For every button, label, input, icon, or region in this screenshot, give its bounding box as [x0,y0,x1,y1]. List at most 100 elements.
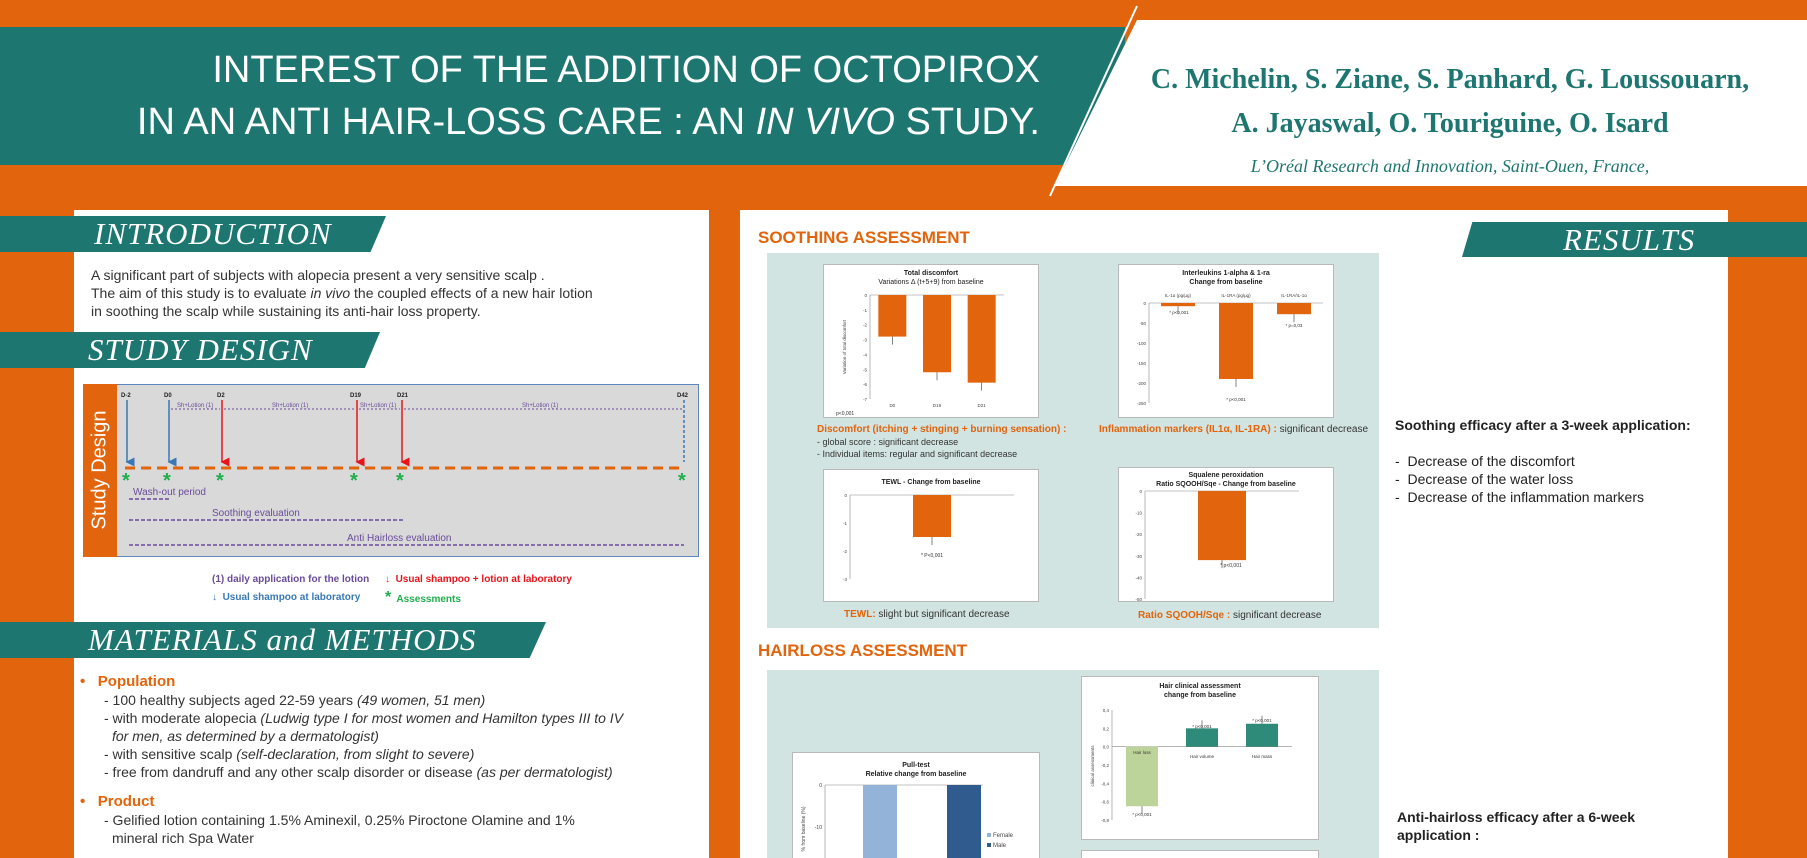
authors-panel [1055,20,1807,186]
p-value-note: * p<0,001 [1226,397,1246,402]
phase-label: Sh+Lotion (1) [177,403,213,409]
results-item: - Decrease of the water loss [1395,471,1574,487]
bar [1219,303,1253,379]
category-label: D21 [978,403,987,408]
category-label: IL-1RA (pg/µg) [1221,293,1251,298]
squalene-chart: Squalene peroxidation Ratio SQOOH/Sqe - … [1118,467,1334,602]
bar [923,295,951,373]
study-design-heading: STUDY DESIGN [88,332,313,367]
tick-label: 0 [1139,489,1142,494]
p-value-note: * p<0,001 [1252,718,1272,723]
bullet: • [80,793,86,810]
category-label: D19 [933,403,942,408]
p-value-note: * p<0,001 [1169,310,1189,315]
methods-heading: MATERIALS and METHODS [88,622,477,657]
assessment-marker: * [396,470,404,492]
day-label: D42 [677,393,689,399]
tick-label: -2 [863,323,867,328]
tick-label: 0 [1143,301,1146,306]
category-label: IL-1RA/IL-1α [1281,293,1307,298]
phase-label: Sh+Lotion (1) [272,403,308,409]
discomfort-caption: Discomfort (itching + stinging + burning… [817,424,1067,459]
tick-label: 0,4 [1103,708,1110,713]
study-design-legend: (1) daily application for the lotion ↓ U… [212,574,370,603]
tick-label: -1 [863,308,867,313]
squalene-plot: 0 -10 -20 -30 -40 -50 * p<0,001 [1135,489,1299,602]
results-soothing: Soothing efficacy after a 3-week applica… [1395,416,1691,506]
study-design-legend-2: ↓ Usual shampoo + lotion at laboratory *… [385,574,572,606]
tick-label: 0 [864,293,867,298]
blue-arrow-icon: ↓ [212,592,217,603]
soothing-brace [752,254,767,627]
tick-label: -6 [863,382,867,387]
bar [1161,303,1195,307]
tick-label: -40 [1135,575,1142,580]
bar [967,295,996,383]
tick-label: 0,0 [1103,745,1110,750]
header-divider [1049,5,1138,197]
tick-label: -20 [1135,532,1142,537]
washout-label: Wash-out period [133,487,206,498]
bar [1126,746,1158,807]
study-design-side-label: Study Design [88,410,111,530]
interleukins-caption: Inflammation markers (IL1α, IL-1RA) : si… [1099,424,1369,435]
pull-test-chart: Pull-test Relative change from baseline … [792,752,1040,858]
day-label: D0 [164,393,172,399]
antihairloss-eval-label: Anti Hairloss evaluation [347,533,452,544]
tick-label: 0,2 [1103,726,1110,731]
tick-label: -2 [843,549,847,554]
category-label: IL-1α (pg/µg) [1165,293,1191,298]
tick-label: -3 [843,577,847,582]
discomfort-plot: 0 -1 -2 -3 -4 -5 -6 -7 D0 D19 D21 Variation of tota… [836,293,1004,417]
study-design-side [83,384,117,557]
phase-label: Sh+Lotion (1) [360,403,396,409]
introduction-heading: INTRODUCTION [94,216,332,251]
assessment-marker: * [350,470,358,492]
y-axis-label: Variation of total discomfort [842,319,847,374]
squalene-caption: Ratio SQOOH/Sqe : significant decrease [1138,610,1322,621]
tewl-chart: TEWL - Change from baseline 0 -1 -2 -3 * P<0… [823,469,1039,602]
tick-label: -7 [863,397,867,402]
bar [863,785,897,858]
assessment-marker: * [122,470,130,492]
title-banner [0,27,1125,165]
tick-label: -4 [863,352,867,357]
p-value-note: * p=0,03 [1286,323,1303,328]
tick-label: -3 [863,338,867,343]
p-value-note: p<0,001 [836,411,854,417]
study-design-diagram [83,384,699,557]
tick-label: -10 [815,825,822,831]
legend-swatch [987,833,991,837]
day-label: D2 [217,393,225,399]
legend-label: Male [993,843,1007,849]
tick-label: -250 [1137,401,1147,406]
title-line-1: INTEREST OF THE ADDITION OF OCTOPIROX [212,49,1040,91]
tick-label: -200 [1137,381,1147,386]
tick-label: -0,6 [1101,800,1109,805]
tick-label: -150 [1137,361,1147,366]
bar [1186,728,1218,747]
affiliation: L’Oréal Research and Innovation, Saint-O… [1250,156,1650,176]
bar [913,495,951,537]
hairloss-heading: HAIRLOSS ASSESSMENT [758,641,968,660]
tick-label: -0,8 [1101,818,1109,823]
legend-swatch [987,843,991,847]
title-line-2: IN AN ANTI HAIR-LOSS CARE : AN IN VIVO S… [136,101,1040,143]
page-title: INTEREST OF THE ADDITION OF OCTOPIROX IN… [60,44,1040,148]
bullet: • [80,673,86,690]
discomfort-chart: Total discomfort Variations Δ (t+5+9) fr… [823,264,1039,418]
p-value-note: * P<0,001 [921,553,943,559]
authors-line-2: A. Jayaswal, O. Touriguine, O. Isard [1231,108,1669,139]
introduction-text: A significant part of subjects with alop… [91,267,593,319]
tick-label: -50 [1135,597,1142,602]
y-axis-label: clinical assessments [1090,745,1095,787]
tick-label: 0 [844,493,847,498]
results-hairloss-title: Anti-hairloss efficacy after a 6-week ap… [1397,809,1636,843]
day-label: D21 [397,393,409,399]
authors: C. Michelin, S. Ziane, S. Panhard, G. Lo… [1100,58,1800,146]
day-label: D19 [350,393,362,399]
p-value-note: * p<0,001 [1192,724,1212,729]
results-heading: RESULTS [1563,222,1696,257]
results-item: - Decrease of the inflammation markers [1395,489,1644,505]
